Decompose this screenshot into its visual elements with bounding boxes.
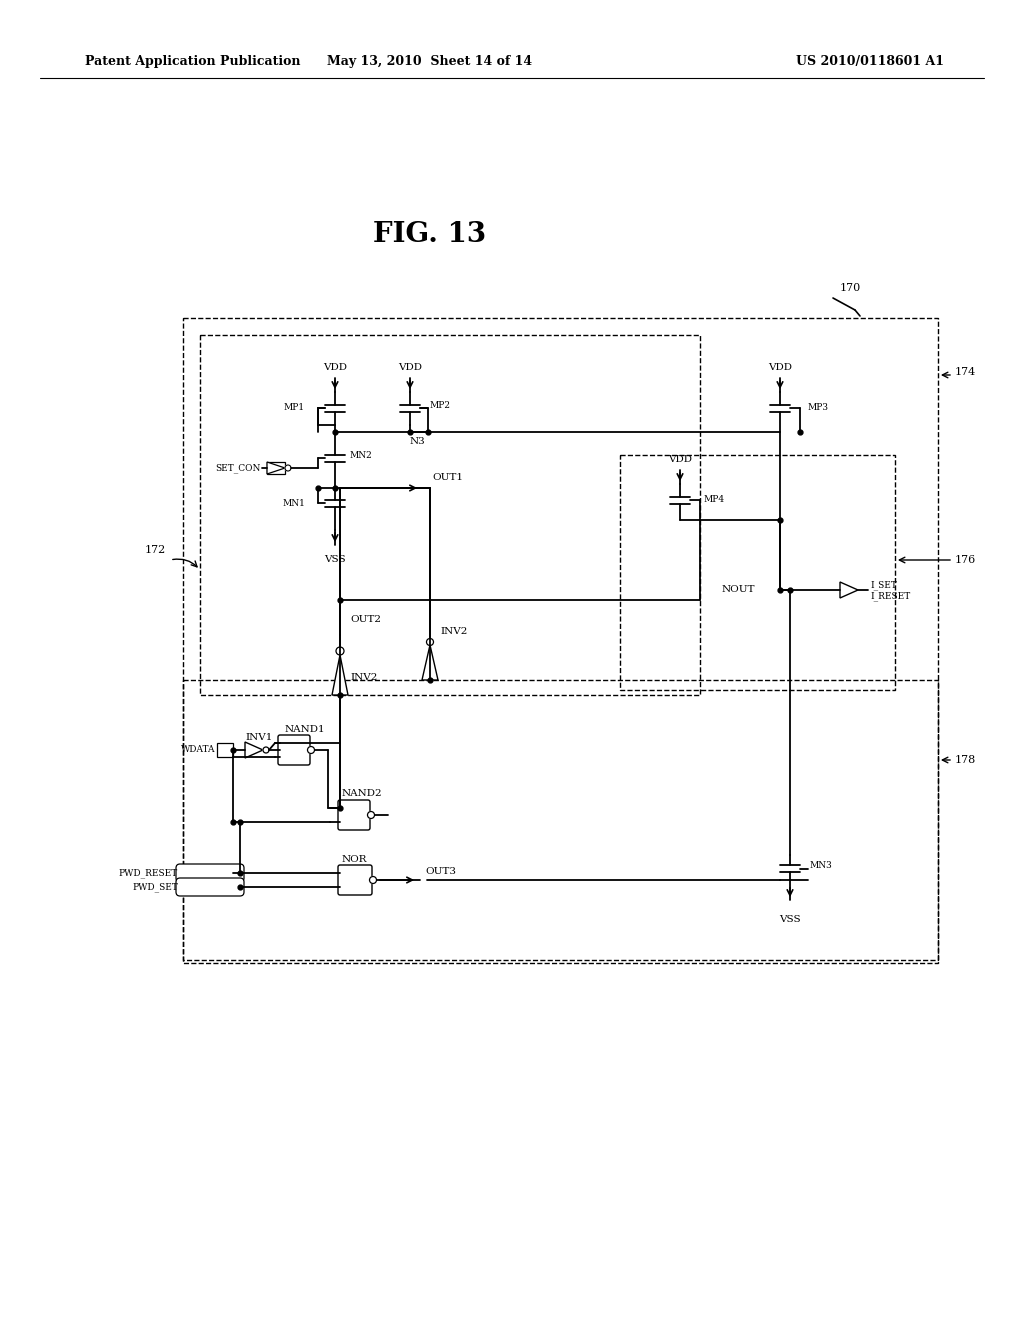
- Circle shape: [368, 812, 375, 818]
- Text: 170: 170: [840, 282, 861, 293]
- Text: NOUT: NOUT: [722, 586, 755, 594]
- Text: MP2: MP2: [430, 401, 451, 411]
- Circle shape: [307, 747, 314, 754]
- Text: INV1: INV1: [245, 734, 272, 742]
- Text: FIG. 13: FIG. 13: [374, 222, 486, 248]
- Circle shape: [336, 647, 344, 655]
- Polygon shape: [422, 645, 438, 680]
- Text: OUT1: OUT1: [432, 474, 463, 483]
- Text: 176: 176: [955, 554, 976, 565]
- FancyBboxPatch shape: [338, 865, 372, 895]
- Text: 172: 172: [144, 545, 166, 554]
- Text: MP4: MP4: [703, 495, 724, 504]
- Text: May 13, 2010  Sheet 14 of 14: May 13, 2010 Sheet 14 of 14: [328, 55, 532, 69]
- Text: VDD: VDD: [768, 363, 792, 372]
- Text: OUT2: OUT2: [350, 615, 381, 624]
- Bar: [200, 335, 700, 696]
- Text: NAND1: NAND1: [285, 725, 326, 734]
- Text: MP3: MP3: [808, 404, 829, 412]
- Bar: [183, 680, 938, 960]
- Text: VSS: VSS: [325, 556, 346, 565]
- Text: INV2: INV2: [350, 672, 378, 681]
- Text: INV2: INV2: [440, 627, 467, 636]
- Text: 178: 178: [955, 755, 976, 766]
- Text: VDD: VDD: [323, 363, 347, 372]
- Text: Patent Application Publication: Patent Application Publication: [85, 55, 300, 69]
- Text: NOR: NOR: [342, 854, 368, 863]
- Text: N3: N3: [410, 437, 426, 446]
- FancyBboxPatch shape: [176, 878, 244, 896]
- Text: PWD_RESET: PWD_RESET: [119, 869, 178, 878]
- Text: PWD_SET: PWD_SET: [132, 882, 178, 892]
- Text: SET_CON: SET_CON: [215, 463, 260, 473]
- Circle shape: [263, 747, 269, 752]
- Text: WDATA: WDATA: [180, 746, 215, 755]
- Text: I_RESET: I_RESET: [870, 591, 910, 601]
- Bar: [217, 743, 233, 756]
- Text: MP1: MP1: [284, 404, 305, 412]
- Text: MN3: MN3: [810, 862, 833, 870]
- FancyBboxPatch shape: [176, 865, 244, 882]
- Text: VSS: VSS: [779, 916, 801, 924]
- Bar: [183, 318, 938, 964]
- Text: VDD: VDD: [398, 363, 422, 372]
- Circle shape: [285, 465, 291, 471]
- Bar: [620, 455, 895, 690]
- Polygon shape: [267, 462, 285, 474]
- Bar: [267, 462, 285, 474]
- FancyBboxPatch shape: [338, 800, 370, 830]
- Text: MN2: MN2: [350, 450, 373, 459]
- Text: 174: 174: [955, 367, 976, 378]
- Circle shape: [370, 876, 377, 883]
- Text: MN1: MN1: [283, 499, 305, 507]
- Text: NAND2: NAND2: [342, 789, 383, 799]
- Polygon shape: [245, 742, 263, 758]
- Text: VDD: VDD: [668, 455, 692, 465]
- Polygon shape: [840, 582, 858, 598]
- Text: OUT3: OUT3: [425, 867, 456, 876]
- Polygon shape: [332, 655, 348, 696]
- FancyBboxPatch shape: [278, 735, 310, 766]
- Circle shape: [427, 639, 433, 645]
- Text: US 2010/0118601 A1: US 2010/0118601 A1: [796, 55, 944, 69]
- Text: I_SET: I_SET: [870, 581, 897, 590]
